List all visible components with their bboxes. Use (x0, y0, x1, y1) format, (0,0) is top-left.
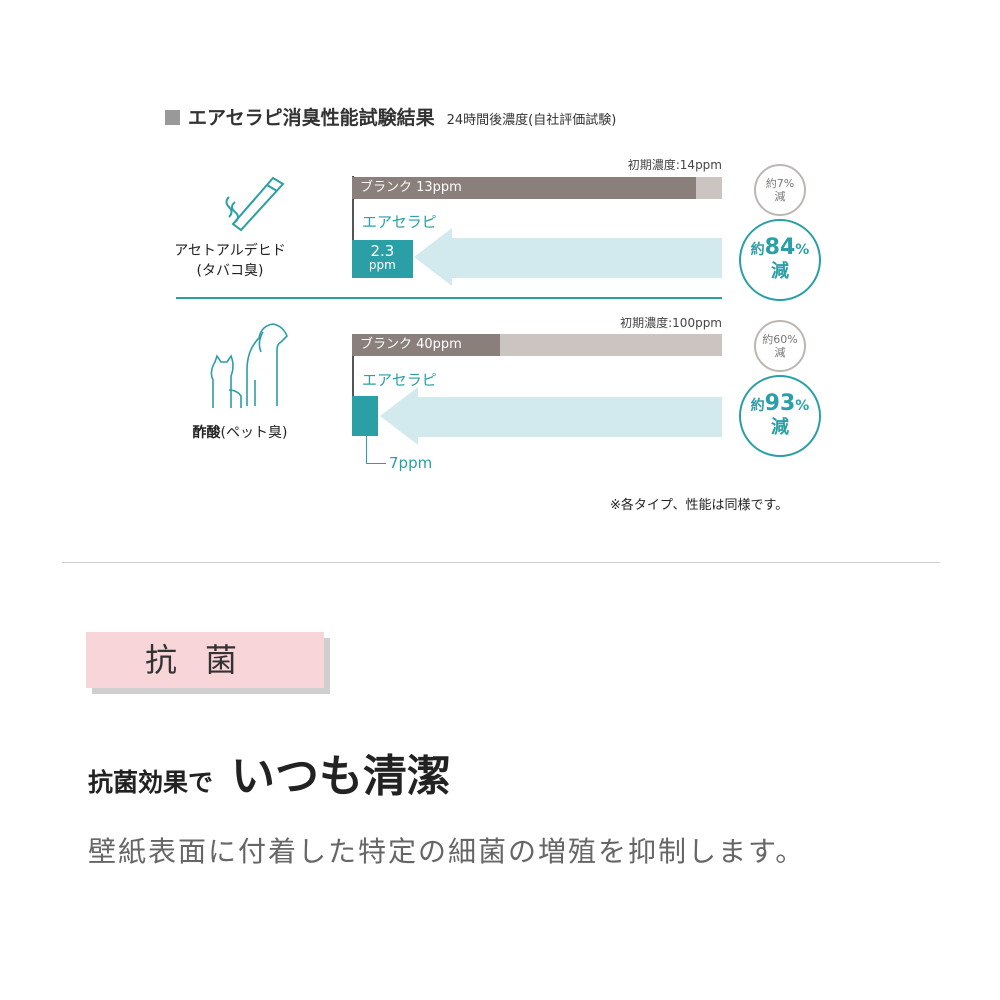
row-divider (176, 297, 722, 299)
row1-sub: (タバコ臭) (196, 263, 264, 279)
section-divider (62, 562, 940, 563)
row1-product-label: エアセラピ (362, 213, 437, 231)
dog-cat-icon (210, 323, 288, 408)
reduction-text: 約60% (762, 333, 798, 346)
reduction-num: 84 (764, 235, 796, 260)
reduction-text: 減 (774, 190, 786, 203)
row1-label: アセトアルデヒド (タバコ臭) (150, 240, 310, 280)
callout-line (366, 463, 386, 464)
callout-line (366, 420, 367, 464)
row2-product-bar (352, 396, 378, 436)
row2-initial: 初期濃度:100ppm (620, 316, 722, 330)
footnote: ※各タイプ、性能は同様です。 (610, 498, 789, 513)
row1-name: アセトアルデヒド (174, 243, 286, 259)
square-bullet-icon (165, 110, 180, 125)
reduction-pre: 約 (750, 242, 765, 258)
row1-product-bar: 2.3 ppm (352, 240, 413, 278)
row2-product-value: 7ppm (389, 454, 433, 472)
row1-blank-reduction: 約7% 減 (754, 164, 806, 216)
headline-big: いつも清潔 (231, 751, 452, 802)
section-badge: 抗菌 (86, 632, 324, 688)
reduction-pre: 約 (750, 398, 765, 414)
row1-axis (352, 176, 354, 278)
reduction-pct: % (795, 398, 810, 414)
row1-product-unit: ppm (368, 258, 396, 272)
row2-label: 酢酸(ペット臭) (160, 422, 320, 442)
cigarette-icon (225, 176, 285, 232)
headline: 抗菌効果で いつも清潔 (88, 740, 451, 804)
reduction-post: 減 (771, 417, 789, 438)
headline-small: 抗菌効果で (88, 768, 214, 797)
reduction-post: 減 (771, 261, 789, 282)
row2-blank-bar: ブランク 40ppm (352, 334, 500, 356)
row2-reduction-arrow (380, 387, 722, 445)
row2-name: 酢酸 (192, 425, 221, 441)
row2-product-reduction: 約93% 減 (739, 375, 821, 457)
title-text: エアセラピ消臭性能試験結果 (188, 107, 435, 129)
reduction-num: 93 (764, 391, 796, 416)
row1-blank-bar: ブランク 13ppm (352, 177, 696, 199)
row2-blank-reduction: 約60% 減 (754, 320, 806, 372)
row2-sub: (ペット臭) (220, 425, 288, 441)
row1-initial-bar: ブランク 13ppm (352, 177, 722, 199)
row1-product-value: 2.3 (370, 242, 395, 260)
row2-axis (352, 334, 354, 436)
row2-initial-bar: ブランク 40ppm (352, 334, 722, 356)
body-text: 壁紙表面に付着した特定の細菌の増殖を抑制します。 (88, 835, 806, 868)
reduction-text: 減 (774, 346, 786, 359)
row2-product-label: エアセラピ (362, 371, 437, 389)
reduction-text: 約7% (765, 177, 795, 190)
chart-title: エアセラピ消臭性能試験結果 24時間後濃度(自社評価試験) (165, 103, 616, 130)
row1-product-reduction: 約84% 減 (739, 219, 821, 301)
row1-reduction-arrow (414, 228, 722, 286)
reduction-pct: % (795, 242, 810, 258)
row1-initial: 初期濃度:14ppm (627, 158, 722, 172)
chart-subtitle: 24時間後濃度(自社評価試験) (446, 113, 617, 128)
